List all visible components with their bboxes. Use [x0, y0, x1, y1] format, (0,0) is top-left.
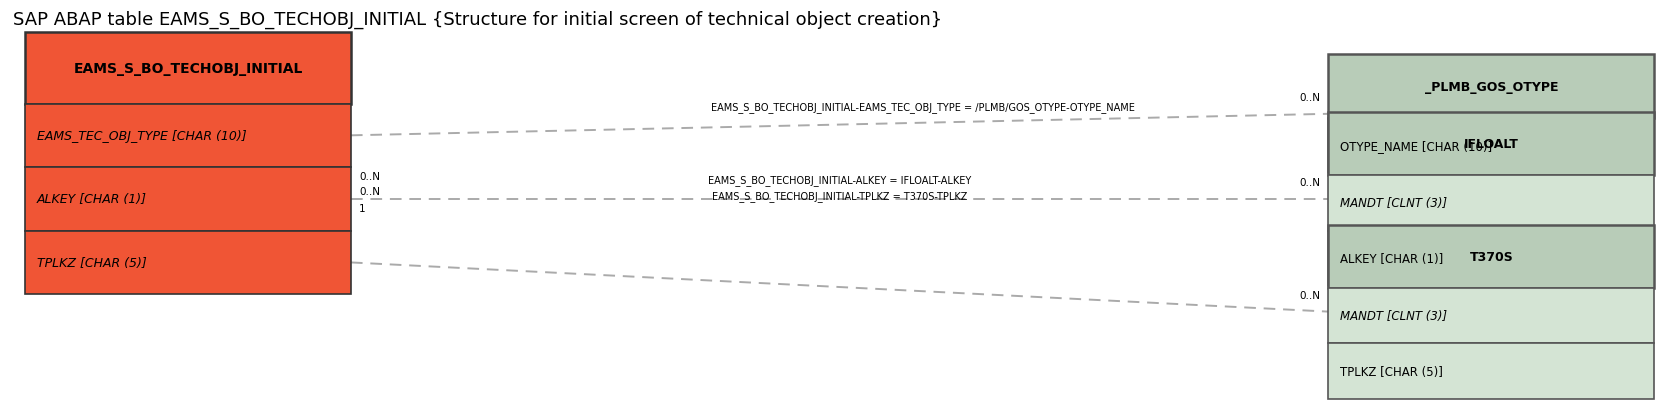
- Text: ALKEY [CHAR (1)]: ALKEY [CHAR (1)]: [1340, 252, 1444, 265]
- Bar: [1328, 288, 1654, 344]
- Text: MANDT [CLNT (3)]: MANDT [CLNT (3)]: [1340, 310, 1447, 322]
- Text: EAMS_S_BO_TECHOBJ_INITIAL-ALKEY = IFLOALT-ALKEY: EAMS_S_BO_TECHOBJ_INITIAL-ALKEY = IFLOAL…: [709, 174, 971, 185]
- Bar: [1328, 119, 1654, 174]
- Bar: [1328, 225, 1654, 288]
- Text: _PLMB_GOS_OTYPE: _PLMB_GOS_OTYPE: [1425, 81, 1557, 93]
- Text: TPLKZ [CHAR (5)]: TPLKZ [CHAR (5)]: [37, 256, 147, 269]
- Text: OTYPE_NAME [CHAR (10)]: OTYPE_NAME [CHAR (10)]: [1340, 140, 1492, 153]
- Text: TPLKZ [CHAR (5)]: TPLKZ [CHAR (5)]: [1340, 365, 1444, 378]
- Text: 0..N: 0..N: [1298, 93, 1320, 103]
- Text: EAMS_S_BO_TECHOBJ_INITIAL-EAMS_TEC_OBJ_TYPE = /PLMB/GOS_OTYPE-OTYPE_NAME: EAMS_S_BO_TECHOBJ_INITIAL-EAMS_TEC_OBJ_T…: [712, 102, 1135, 113]
- Text: 0..N: 0..N: [1298, 290, 1320, 301]
- Text: EAMS_TEC_OBJ_TYPE [CHAR (10)]: EAMS_TEC_OBJ_TYPE [CHAR (10)]: [37, 130, 246, 142]
- Text: EAMS_S_BO_TECHOBJ_INITIAL: EAMS_S_BO_TECHOBJ_INITIAL: [74, 61, 302, 76]
- Bar: [1328, 55, 1654, 119]
- Bar: [1328, 176, 1654, 231]
- Bar: [1328, 344, 1654, 399]
- Text: IFLOALT: IFLOALT: [1464, 138, 1519, 151]
- Bar: [1328, 231, 1654, 286]
- Bar: [25, 33, 351, 104]
- Text: EAMS_S_BO_TECHOBJ_INITIAL-TPLKZ = T370S-TPLKZ: EAMS_S_BO_TECHOBJ_INITIAL-TPLKZ = T370S-…: [712, 191, 968, 202]
- Bar: [25, 231, 351, 294]
- Text: ALKEY [CHAR (1)]: ALKEY [CHAR (1)]: [37, 193, 147, 206]
- Text: SAP ABAP table EAMS_S_BO_TECHOBJ_INITIAL {Structure for initial screen of techni: SAP ABAP table EAMS_S_BO_TECHOBJ_INITIAL…: [13, 10, 942, 29]
- Text: 0..N: 0..N: [1298, 178, 1320, 188]
- Text: MANDT [CLNT (3)]: MANDT [CLNT (3)]: [1340, 197, 1447, 210]
- Bar: [1328, 112, 1654, 176]
- Text: 0..N: 0..N: [359, 172, 381, 182]
- Text: 0..N: 0..N: [359, 187, 381, 197]
- Text: T370S: T370S: [1469, 250, 1514, 263]
- Bar: [25, 168, 351, 231]
- Bar: [25, 104, 351, 168]
- Text: 1: 1: [359, 203, 366, 213]
